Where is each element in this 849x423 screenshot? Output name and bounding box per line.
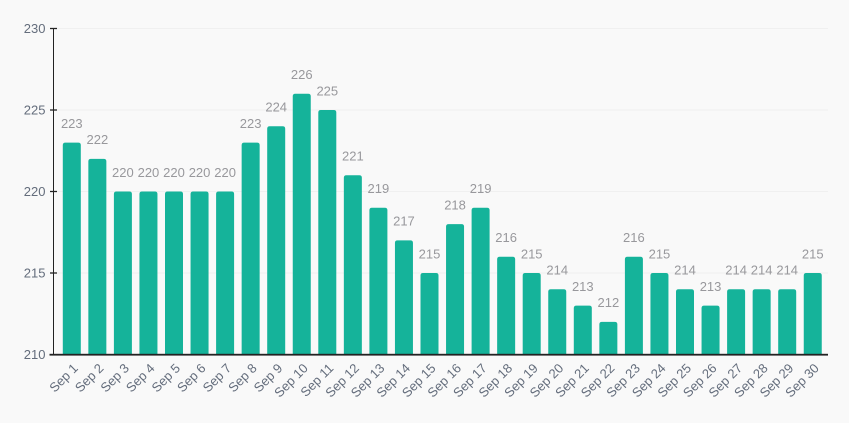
svg-text:220: 220 [214,165,236,180]
svg-text:223: 223 [61,116,83,131]
svg-text:214: 214 [674,263,696,278]
svg-text:214: 214 [725,263,747,278]
svg-text:215: 215 [521,246,543,261]
svg-text:230: 230 [24,21,46,36]
svg-text:216: 216 [495,230,517,245]
svg-text:215: 215 [24,265,46,280]
svg-text:220: 220 [189,165,211,180]
svg-text:223: 223 [240,116,262,131]
svg-text:215: 215 [419,246,441,261]
svg-text:213: 213 [572,279,594,294]
svg-text:218: 218 [444,197,466,212]
svg-text:221: 221 [342,149,364,164]
svg-text:220: 220 [138,165,160,180]
svg-text:210: 210 [24,347,46,362]
svg-text:213: 213 [700,279,722,294]
svg-text:215: 215 [649,246,671,261]
svg-text:220: 220 [163,165,185,180]
svg-text:212: 212 [597,295,619,310]
svg-text:219: 219 [470,181,492,196]
svg-text:214: 214 [776,263,798,278]
svg-text:225: 225 [24,102,46,117]
svg-text:224: 224 [265,100,287,115]
svg-text:225: 225 [316,83,338,98]
svg-text:215: 215 [802,246,824,261]
svg-text:226: 226 [291,67,313,82]
svg-text:219: 219 [368,181,390,196]
svg-text:216: 216 [623,230,645,245]
svg-text:214: 214 [751,263,773,278]
svg-text:220: 220 [112,165,134,180]
svg-text:214: 214 [546,263,568,278]
svg-text:222: 222 [86,132,108,147]
svg-text:217: 217 [393,214,415,229]
svg-text:220: 220 [24,184,46,199]
